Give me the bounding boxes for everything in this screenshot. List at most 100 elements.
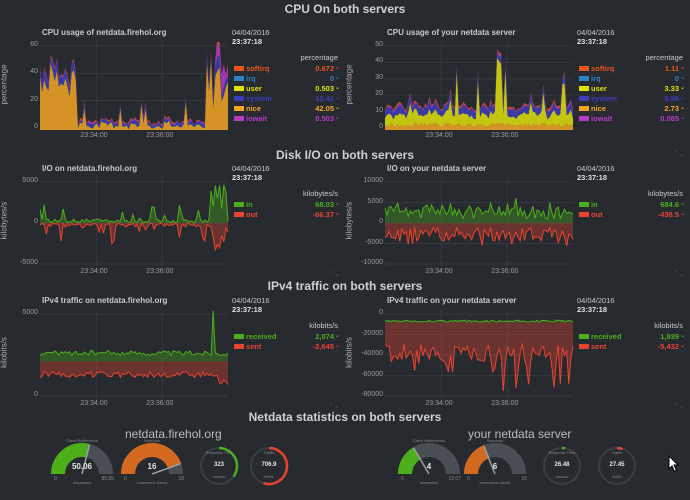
gauge-traffic[interactable]: Traffic 706.9 kbit/s	[247, 444, 291, 494]
legend-item-in[interactable]: in 68.03 ⌄	[232, 200, 340, 210]
chevron-down-icon: ⌄	[334, 105, 340, 111]
zoom-controls-icon[interactable]: ⌃⌄	[673, 271, 685, 278]
zoom-controls-icon[interactable]: ⌃⌄	[673, 403, 685, 410]
chevron-down-icon: ⌄	[679, 211, 685, 217]
y-tick-label: 20	[375, 90, 383, 98]
zoom-controls-icon[interactable]: ⌃⌄	[328, 403, 340, 410]
chart-io-your-server[interactable]: I/O on your netdata server kilobytes/s 100…	[345, 158, 690, 282]
legend-item-nice[interactable]: nice 42.05 ⌄	[232, 104, 340, 114]
server-name-firehol: netdata.firehol.org	[125, 427, 222, 441]
chevron-down-icon: ⌄	[679, 85, 685, 91]
legend-item-irq[interactable]: irq 0 ⌄	[577, 74, 685, 84]
gauge-sessions[interactable]: Sessions 16 connected clients 0 18	[120, 438, 184, 488]
chart-cpu-your-server[interactable]: CPU usage of your netdata server percenta…	[345, 22, 690, 158]
legend-units: kilobits/s	[654, 321, 683, 330]
gauge-client-bottlenecks[interactable]: Client Bottlenecks 50.06 requests/s 0 85.85	[50, 438, 114, 488]
legend-date: 04/04/2016	[232, 296, 270, 305]
chart-title: IPv4 traffic on netdata.firehol.org	[42, 296, 168, 305]
series-area-out	[385, 223, 573, 246]
zoom-controls-icon[interactable]: ⌃⌄	[328, 271, 340, 278]
gauge-fill	[616, 446, 623, 451]
legend-name: out	[591, 210, 603, 219]
chevron-down-icon: ⌄	[334, 201, 340, 207]
legend-item-nice[interactable]: nice 2.73 ⌄	[577, 104, 685, 114]
legend-date: 04/04/2016	[577, 164, 615, 173]
chart-ipv4-your-server[interactable]: IPv4 traffic on your netdata server kilob…	[345, 290, 690, 414]
y-tick-label: -5000	[20, 259, 38, 266]
series-area-nice	[385, 122, 573, 130]
gauge-max: 85.85	[101, 476, 114, 482]
gauge-min: 0	[467, 476, 470, 482]
legend-date: 04/04/2016	[232, 28, 270, 37]
gauge-needle	[413, 447, 430, 475]
chart-legend: 04/04/2016 23:37:18 kilobytes/s in 68.03 ⌄ out…	[232, 164, 340, 278]
chart-ipv4-netdata-firehol[interactable]: IPv4 traffic on netdata.firehol.org kilob…	[0, 290, 345, 414]
y-tick-label: 0	[379, 123, 383, 130]
gauge-requests-time[interactable]: Requests Time 323 ms/sec	[197, 444, 241, 494]
legend-item-system[interactable]: system 5.96 ⌄	[577, 94, 685, 104]
gauge-label: Requests Time	[205, 450, 233, 455]
plot-area[interactable]	[385, 310, 577, 416]
y-axis-label: kilobits/s	[0, 337, 9, 368]
plot-area[interactable]	[40, 42, 232, 148]
chart-legend: 04/04/2016 23:37:18 kilobits/s received 1,93…	[577, 296, 685, 410]
legend-item-iowait[interactable]: iowait 0.085 ⌄	[577, 114, 685, 124]
zoom-controls-icon[interactable]: ⌃⌄	[328, 151, 340, 158]
plot-area[interactable]	[385, 42, 577, 148]
legend-item-irq[interactable]: irq 0 ⌄	[232, 74, 340, 84]
legend-name: system	[246, 94, 272, 103]
legend-item-softirq[interactable]: softirq 0.672 ⌄	[232, 64, 340, 74]
chart-cpu-netdata-firehol[interactable]: CPU usage of netdata.firehol.org percenta…	[0, 22, 345, 158]
legend-item-received[interactable]: received 2,074 ⌄	[232, 332, 340, 342]
legend-value: 0.672	[315, 64, 334, 73]
legend-value: 0	[329, 74, 334, 83]
legend-item-received[interactable]: received 1,939 ⌄	[577, 332, 685, 342]
gauge-requests-time[interactable]: Requests Time 26.48 ms/sec	[540, 444, 584, 494]
legend-item-system[interactable]: system 10.41 ⌄	[232, 94, 340, 104]
gauge-sessions[interactable]: Sessions 6 connected clients 0 16	[463, 438, 527, 488]
plot-area[interactable]	[385, 178, 577, 284]
legend-item-softirq[interactable]: softirq 1.11 ⌄	[577, 64, 685, 74]
plot-area[interactable]	[40, 178, 232, 284]
zoom-controls-icon[interactable]: ⌃⌄	[673, 151, 685, 158]
gauge-label: Traffic	[611, 450, 623, 455]
legend-swatch	[234, 344, 244, 349]
legend-item-out[interactable]: out -66.37 ⌄	[232, 210, 340, 220]
gauge-traffic[interactable]: Traffic 27.45 kbit/s	[595, 444, 639, 494]
legend-value: 1,939	[660, 332, 679, 341]
legend-value: 10.41	[315, 94, 334, 103]
y-tick-label: 5000	[22, 309, 38, 316]
legend-item-in[interactable]: in 684.6 ⌄	[577, 200, 685, 210]
x-tick-label: 23:36:00	[146, 400, 174, 407]
x-tick-label: 23:34:00	[425, 268, 453, 275]
section-title-cpu: CPU On both servers	[284, 2, 406, 16]
legend-item-user[interactable]: user 3.33 ⌄	[577, 84, 685, 94]
legend-units: kilobytes/s	[302, 189, 338, 198]
legend-item-sent[interactable]: sent -2,645 ⌄	[232, 342, 340, 352]
legend-item-sent[interactable]: sent -5,432 ⌄	[577, 342, 685, 352]
legend-item-iowait[interactable]: iowait 0.503 ⌄	[232, 114, 340, 124]
gauge-value: 323	[213, 462, 224, 468]
gauge-value: 16	[147, 462, 157, 471]
legend-name: softirq	[591, 64, 615, 73]
gauge-unit: connected clients	[136, 480, 168, 485]
gauge-value: 26.48	[554, 462, 570, 468]
x-tick-label: 23:36:00	[146, 268, 174, 275]
gauge-unit: ms/sec	[212, 474, 226, 479]
plot-area[interactable]	[40, 310, 232, 416]
series-area-out	[40, 223, 228, 251]
legend-name: in	[246, 200, 253, 209]
legend-name: out	[246, 210, 258, 219]
chart-io-netdata-firehol[interactable]: I/O on netdata.firehol.org kilobytes/s 500…	[0, 158, 345, 282]
gauge-client-bottlenecks[interactable]: Client Bottlenecks 4 requests/s 0 12.07	[397, 438, 461, 488]
legend-item-user[interactable]: user 0.503 ⌄	[232, 84, 340, 94]
legend-swatch	[579, 212, 589, 217]
legend-units: percentage	[645, 53, 683, 62]
gauge-needle	[483, 445, 496, 475]
legend-item-out[interactable]: out -438.5 ⌄	[577, 210, 685, 220]
legend-value: -66.37	[312, 210, 334, 219]
server-name-yours: your netdata server	[468, 427, 572, 441]
legend-units: percentage	[300, 53, 338, 62]
legend-value: 42.05	[315, 104, 334, 113]
legend-time: 23:37:18	[577, 173, 608, 182]
